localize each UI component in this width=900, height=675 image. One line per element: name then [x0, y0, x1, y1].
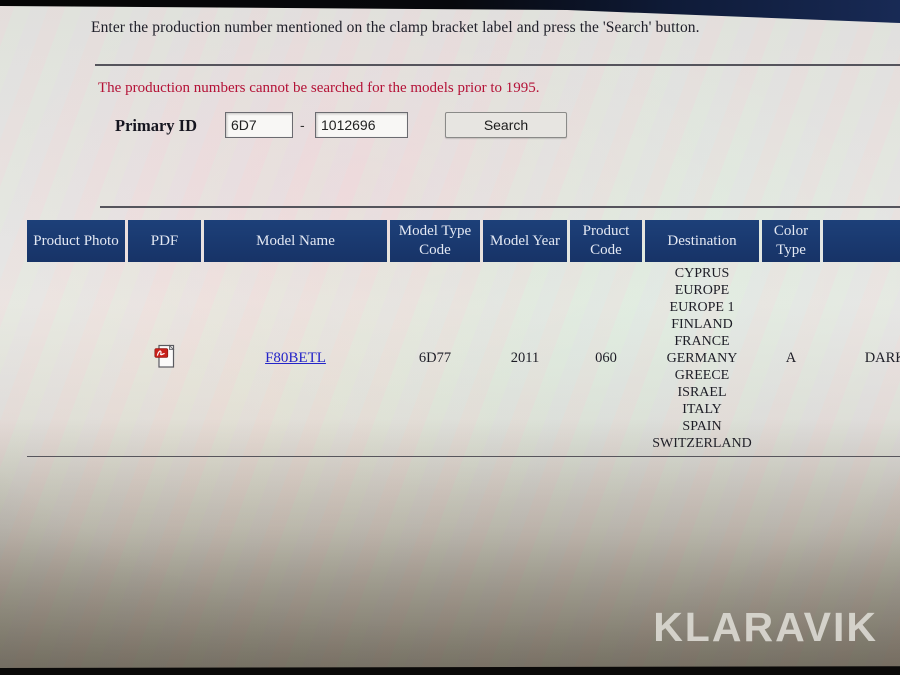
- column-header-model-type-code: Model Type Code: [390, 220, 480, 262]
- model-name-cell: F80BETL: [204, 265, 387, 452]
- warning-text: The production numbers cannot be searche…: [98, 80, 540, 96]
- klaravik-watermark: KLARAVIK: [653, 604, 878, 650]
- destination-item: FRANCE: [674, 334, 730, 349]
- destination-cell: CYPRUS EUROPE EUROPE 1 FINLAND FRANCE GE…: [645, 265, 759, 452]
- column-header-destination: Destination: [645, 220, 759, 262]
- color-type-cell: A: [785, 350, 797, 366]
- primary-id-form: Primary ID - Search: [0, 112, 900, 142]
- pdf-file-icon[interactable]: [154, 344, 176, 369]
- id-separator: -: [300, 117, 305, 133]
- column-header-extra: [823, 220, 900, 262]
- destination-item: GERMANY: [666, 351, 738, 366]
- divider-above-table: [100, 206, 900, 208]
- divider-top: [95, 64, 900, 66]
- column-header-product-photo: Product Photo: [27, 220, 125, 262]
- destination-item: ITALY: [682, 402, 722, 417]
- primary-id-serial-input[interactable]: [315, 112, 408, 138]
- model-name-link[interactable]: F80BETL: [265, 350, 326, 366]
- destination-item: SWITZERLAND: [652, 436, 752, 451]
- table-header-row: Product Photo PDF Model Name Model Type …: [27, 220, 900, 262]
- destination-item: SPAIN: [682, 419, 722, 434]
- column-header-product-code: Product Code: [570, 220, 642, 262]
- model-type-code-cell: 6D77: [418, 350, 452, 366]
- destination-item: ISRAEL: [677, 385, 727, 400]
- column-header-color-type: Color Type: [762, 220, 820, 262]
- product-photo-cell: [27, 265, 125, 452]
- column-header-model-year: Model Year: [483, 220, 567, 262]
- column-header-pdf: PDF: [128, 220, 201, 262]
- destination-item: GREECE: [674, 368, 730, 383]
- model-year-cell: 2011: [510, 350, 540, 366]
- destination-item: FINLAND: [671, 317, 733, 332]
- results-table: Product Photo PDF Model Name Model Type …: [24, 217, 900, 455]
- pdf-cell: [128, 265, 201, 452]
- product-code-cell: 060: [595, 350, 617, 366]
- column-header-model-name: Model Name: [204, 220, 387, 262]
- destination-item: CYPRUS: [674, 266, 730, 281]
- destination-item: EUROPE: [674, 283, 730, 298]
- table-bottom-border: [27, 456, 900, 457]
- search-button[interactable]: Search: [445, 112, 567, 138]
- primary-id-label: Primary ID: [115, 116, 198, 135]
- destination-item: EUROPE 1: [669, 300, 735, 315]
- table-row: F80BETL 6D77 2011 060 CYPRUS EUROPE EURO…: [27, 265, 900, 452]
- instruction-text: Enter the production number mentioned on…: [91, 19, 700, 36]
- pdf-link[interactable]: [154, 344, 176, 369]
- primary-id-prefix-input[interactable]: [225, 112, 293, 138]
